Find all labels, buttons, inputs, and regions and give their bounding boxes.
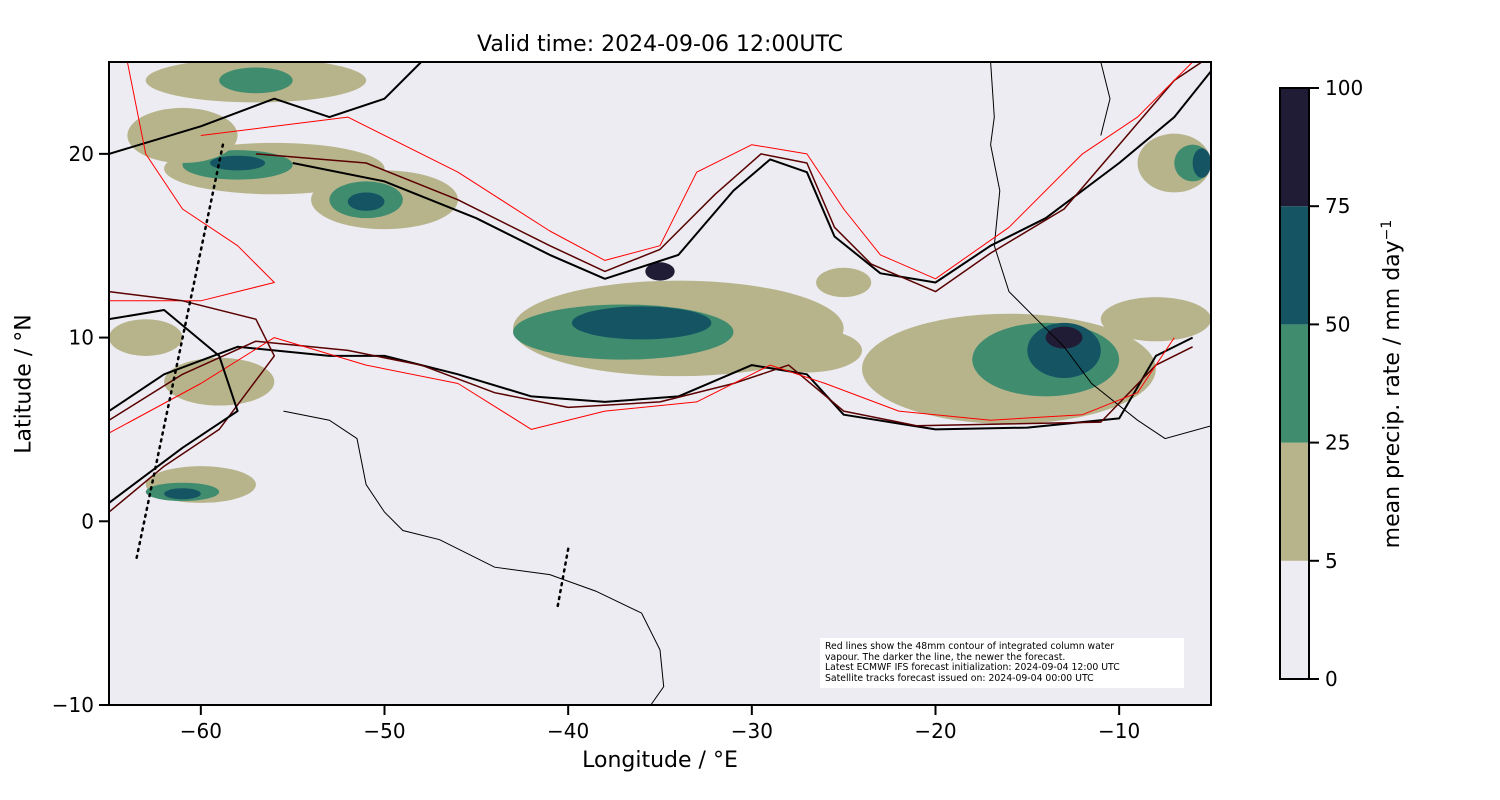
precip-region: [751, 328, 863, 373]
colorbar-label-text: mean precip. rate / mm day: [1380, 240, 1406, 549]
y-tick-label: 10: [69, 326, 94, 350]
annotation-line: vapour. The darker the line, the newer t…: [825, 651, 1066, 663]
y-tick-label: −10: [52, 693, 94, 717]
chart-title: Valid time: 2024-09-06 12:00UTC: [477, 32, 843, 57]
iwv-contour-line: [292, 70, 1211, 284]
x-tick-label: −20: [914, 719, 956, 743]
annotation-line: Satellite tracks forecast issued on: 202…: [825, 672, 1094, 684]
x-tick-label: −40: [547, 719, 589, 743]
precip-region: [1027, 322, 1101, 378]
x-tick-label: −10: [1098, 719, 1140, 743]
annotation-line: Latest ECMWF IFS forecast initialization…: [825, 662, 1120, 674]
precip-region: [645, 262, 675, 281]
x-axis-label: Longitude / °E: [582, 748, 738, 773]
x-tick-label: −50: [363, 719, 405, 743]
precip-region: [816, 267, 872, 298]
info-annotation: Red lines show the 48mm contour of integ…: [820, 638, 1184, 689]
iwv-contour-line: [109, 309, 239, 504]
colorbar-label-exponent: −1: [1378, 219, 1395, 241]
precip-region: [347, 192, 385, 211]
colorbar-frame: [1279, 87, 1310, 680]
iwv-contour-line: [109, 62, 275, 302]
iwv-contour-line: [200, 62, 1193, 280]
colorbar-segment: [1280, 88, 1309, 207]
coastline: [1100, 62, 1111, 136]
precip-region: [164, 357, 275, 406]
y-tick-label: 20: [69, 142, 94, 166]
precip-region: [109, 319, 183, 356]
colorbar-segment: [1280, 560, 1309, 679]
y-tick-label: 0: [81, 509, 94, 533]
colorbar-tick-label: 5: [1325, 549, 1338, 573]
precip-region: [210, 155, 266, 171]
precip-region: [1192, 148, 1211, 178]
coastline: [990, 62, 1211, 440]
colorbar-segment: [1280, 206, 1309, 325]
precip-region: [571, 306, 712, 340]
colorbar-tick-label: 0: [1325, 667, 1338, 691]
colorbar-tick-label: 50: [1325, 312, 1350, 336]
colorbar-tick-label: 25: [1325, 431, 1350, 455]
iwv-contour-line: [255, 62, 1203, 293]
coastline: [283, 410, 665, 705]
precip-region: [127, 107, 238, 164]
precip-region: [164, 488, 201, 500]
colorbar-label: mean precip. rate / mm day−1: [1379, 220, 1405, 549]
colorbar-segment: [1280, 442, 1309, 561]
x-tick-label: −30: [731, 719, 773, 743]
annotation-line: Red lines show the 48mm contour of integ…: [825, 641, 1115, 652]
y-axis-label: Latitude / °N: [11, 314, 37, 454]
precip-region: [219, 67, 293, 94]
satellite-track: [135, 143, 225, 560]
x-tick-label: −60: [180, 719, 222, 743]
iwv-contour-line: [109, 337, 1175, 434]
colorbar-tick-label: 75: [1325, 194, 1350, 218]
colorbar-segment: [1280, 324, 1309, 443]
iwv-contour-line: [109, 290, 276, 513]
iwv-contour-line: [109, 62, 422, 155]
precip-region: [1045, 326, 1083, 349]
iwv-contour-line: [109, 336, 1194, 431]
plot-frame: [108, 61, 1212, 706]
colorbar-tick-label: 100: [1325, 76, 1363, 100]
precip-region: [1100, 297, 1211, 342]
satellite-track: [555, 547, 570, 611]
